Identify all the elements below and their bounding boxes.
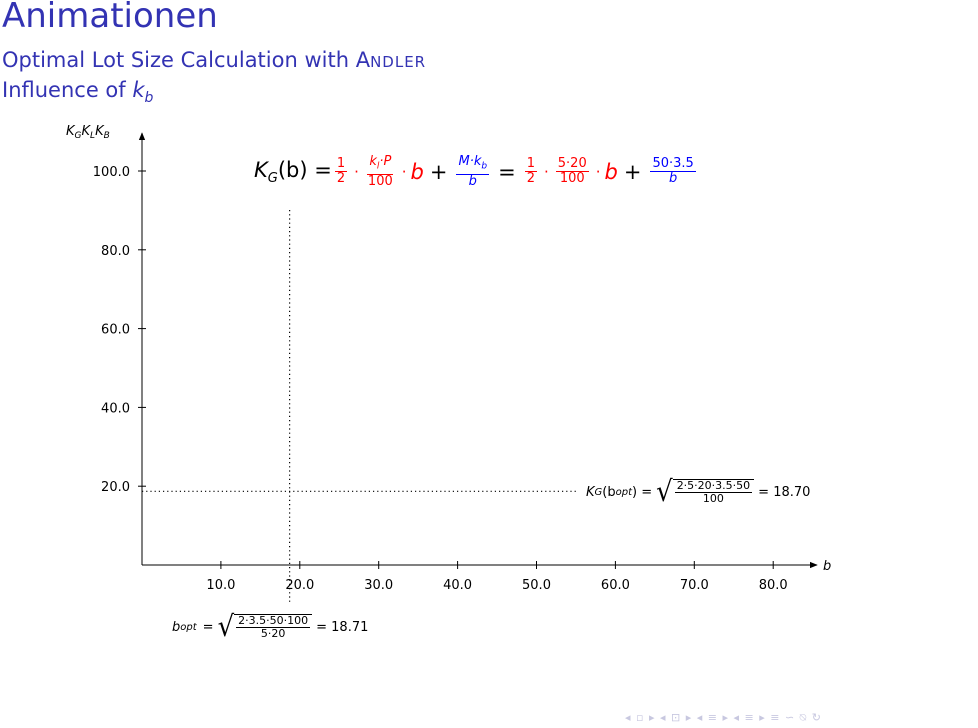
y-tick-label: 20.0 <box>101 480 130 495</box>
y-axis-label-sub: G <box>75 131 82 141</box>
section-text: Influence of <box>2 78 133 102</box>
formula-dot-3: · <box>543 162 549 181</box>
x-tick-label: 80.0 <box>759 578 788 593</box>
formula-ordering-den: b <box>468 173 477 189</box>
x-axis-label: b <box>823 559 831 574</box>
subtitle-smallcaps: NDLER <box>370 53 427 71</box>
x-tick-label: 40.0 <box>443 578 472 593</box>
formula-holding-frac: kl·P 100 <box>366 155 395 189</box>
kg-opt-sqrt: √ 2·5·20·3.5·50 100 <box>656 475 755 509</box>
kg-opt-var: K <box>586 484 595 500</box>
y-tick-label: 60.0 <box>101 323 130 338</box>
y-axis-label-sub: L <box>90 131 95 141</box>
kg-opt-equation: K G (b opt) = √ 2·5·20·3.5·50 100 = 18.70 <box>586 475 811 509</box>
frame-title: Animationen <box>2 0 218 36</box>
formula-holding-values: 5·20 100 <box>555 156 589 187</box>
frame-section: Influence of kb <box>2 78 153 106</box>
formula-lhs-arg: (b) = <box>277 157 332 182</box>
formula-holding-num-sub: l <box>376 161 380 172</box>
formula-plus-2: + <box>623 159 642 184</box>
frame-subtitle: Optimal Lot Size Calculation with ANDLER <box>2 48 426 72</box>
sqrt-sign-icon: √ <box>217 610 235 644</box>
formula-b-2: b <box>604 159 618 184</box>
formula-dot-1: · <box>354 162 359 181</box>
x-tick-label: 10.0 <box>206 578 235 593</box>
formula-ordering-num-sub: b <box>481 161 488 172</box>
kg-opt-rad-den: 100 <box>702 492 724 505</box>
formula-frac4-den: b <box>669 171 678 187</box>
b-opt-result: = 18.71 <box>316 619 369 635</box>
x-tick-label: 30.0 <box>364 578 393 593</box>
formula-frac3-num: 5·20 <box>555 156 589 173</box>
kg-opt-close: ) = <box>632 484 653 500</box>
beamer-navigation[interactable]: ◂ ▫ ▸ ◂ ⊡ ▸ ◂ ≡ ▸ ◂ ≡ ▸ ≡ ∽ ⍉ ↻ <box>625 711 822 724</box>
formula-half-den: 2 <box>336 171 346 187</box>
x-tick-label: 70.0 <box>680 578 709 593</box>
x-tick-label: 60.0 <box>601 578 630 593</box>
formula-lhs-var: K <box>254 157 268 182</box>
kg-opt-sub: G <box>594 486 603 498</box>
section-var: k <box>132 78 145 102</box>
y-tick-label: 40.0 <box>101 401 130 416</box>
y-axis-label-part: K <box>66 124 76 139</box>
section-sub: b <box>144 90 154 107</box>
y-tick-label: 80.0 <box>101 244 130 259</box>
b-opt-rad-num: 2·3.5·50·100 <box>236 614 311 628</box>
y-axis-label-sub: B <box>104 131 110 141</box>
formula-holding-den: 100 <box>367 173 393 189</box>
formula-frac4-num: 50·3.5 <box>650 156 696 173</box>
b-opt-sub: opt <box>180 621 197 633</box>
kg-opt-result: = 18.70 <box>758 484 811 500</box>
kg-opt-arg-sub: opt <box>615 486 632 498</box>
formula-b-1: b <box>410 159 424 184</box>
formula-plus-1: + <box>429 159 448 184</box>
sqrt-sign-icon: √ <box>656 475 673 509</box>
formula-dot-4: · <box>595 162 601 181</box>
b-opt-sqrt: √ 2·3.5·50·100 5·20 <box>217 610 313 644</box>
b-opt-rad-den: 5·20 <box>260 627 286 640</box>
kg-opt-rad-num: 2·5·20·3.5·50 <box>674 479 753 493</box>
formula-dot-2: · <box>401 162 407 181</box>
y-axis-label-part: K <box>95 124 105 139</box>
x-tick-label: 50.0 <box>522 578 551 593</box>
formula-half2-num: 1 <box>524 156 537 173</box>
y-axis-label-part: K <box>82 124 92 139</box>
formula-lhs-sub: G <box>267 170 278 186</box>
formula-ordering-frac: M·kb b <box>456 154 490 189</box>
y-axis-label: KGKLKB <box>66 124 110 141</box>
y-tick-label: 100.0 <box>93 165 130 180</box>
formula-half2-den: 2 <box>526 171 535 187</box>
formula-holding-num: k <box>369 154 377 169</box>
b-opt-equation: b opt = √ 2·3.5·50·100 5·20 = 18.71 <box>172 610 369 644</box>
formula-frac3-den: 100 <box>559 171 585 187</box>
formula-ordering-values: 50·3.5 b <box>650 156 696 187</box>
formula-ordering-num: M·k <box>458 154 482 169</box>
x-tick-label: 20.0 <box>285 578 314 593</box>
b-opt-eq: = <box>202 619 214 635</box>
formula-eq: = <box>498 159 516 184</box>
formula-holding-num-rest: ·P <box>379 154 392 169</box>
kg-opt-open: (b <box>602 484 616 500</box>
b-opt-var: b <box>172 619 181 635</box>
subtitle-text: Optimal Lot Size Calculation with A <box>2 48 371 72</box>
formula-half-num: 1 <box>334 156 348 173</box>
